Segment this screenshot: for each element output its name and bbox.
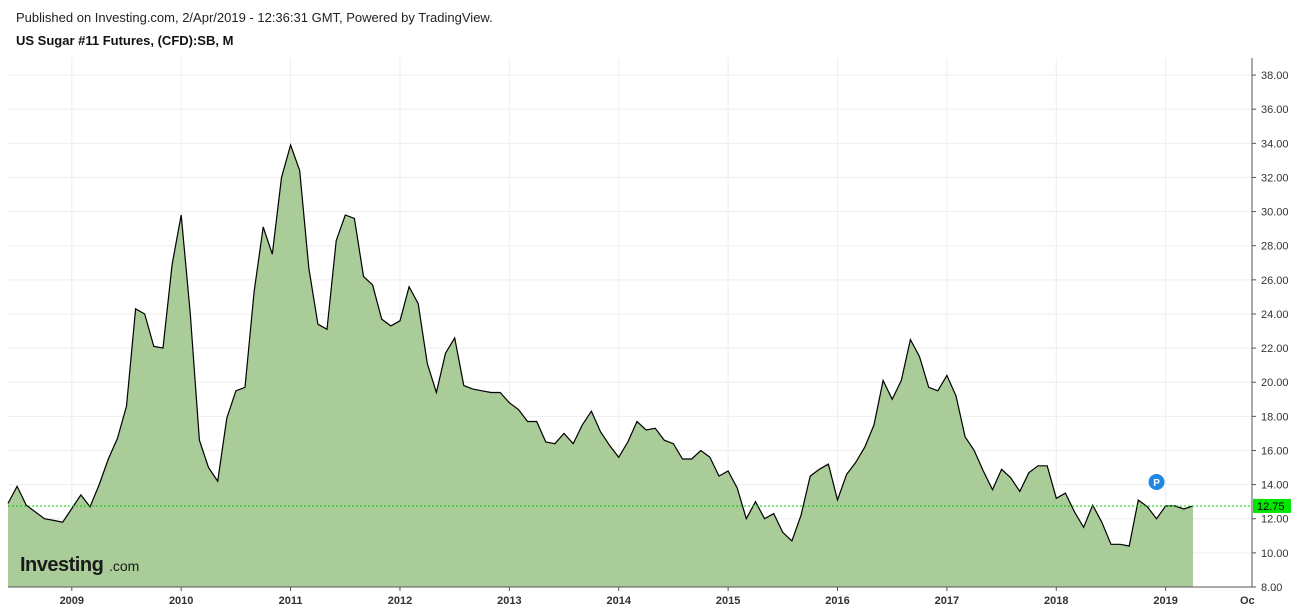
y-tick-label: 10.00 <box>1261 548 1289 560</box>
y-tick-label: 20.00 <box>1261 377 1289 389</box>
x-tick-label: 2010 <box>169 595 193 607</box>
last-price-label: 12.75 <box>1257 501 1285 513</box>
x-tick-label: 2015 <box>716 595 740 607</box>
x-tick-label: 2009 <box>60 595 84 607</box>
x-tick-label: 2011 <box>279 595 303 607</box>
y-tick-label: 32.00 <box>1261 172 1289 184</box>
x-tick-label: 2017 <box>935 595 959 607</box>
y-tick-label: 16.00 <box>1261 445 1289 457</box>
x-tick-label: 2016 <box>825 595 849 607</box>
y-axis[interactable]: 8.00 10.00 12.00 14.00 16.00 18.00 20.00 22.00 2… <box>1251 58 1289 594</box>
y-tick-label: 12.00 <box>1261 514 1289 526</box>
y-tick-label: 14.00 <box>1261 480 1289 492</box>
y-tick-label: 8.00 <box>1261 582 1282 594</box>
published-info: Published on Investing.com, 2/Apr/2019 -… <box>16 10 493 25</box>
y-tick-label: 34.00 <box>1261 138 1289 150</box>
y-tick-label: 26.00 <box>1261 275 1289 287</box>
y-tick-label: 30.00 <box>1261 207 1289 219</box>
x-tick-label: 2012 <box>388 595 412 607</box>
y-tick-label: 28.00 <box>1261 241 1289 253</box>
y-tick-label: 24.00 <box>1261 309 1289 321</box>
x-tick-label: Oc <box>1240 595 1255 607</box>
x-tick-label: 2014 <box>606 595 631 607</box>
investing-logo: Investing .com <box>20 554 139 576</box>
last-price-badge <box>1253 498 1291 513</box>
x-tick-label: 2018 <box>1044 595 1068 607</box>
p-marker[interactable]: P <box>1148 474 1165 490</box>
symbol-title: US Sugar #11 Futures, (CFD):SB, M <box>16 33 234 48</box>
logo-main-text: Investing <box>20 554 103 576</box>
logo-suffix-text: .com <box>109 558 139 574</box>
y-tick-label: 36.00 <box>1261 104 1289 116</box>
x-axis[interactable]: 2009 2010 2011 2012 2013 2014 2015 2016 2017 2018… <box>8 586 1276 607</box>
price-line <box>7 143 1194 547</box>
y-tick-label: 38.00 <box>1261 70 1289 82</box>
x-tick-label: 2013 <box>497 595 521 607</box>
y-tick-label: 22.00 <box>1261 343 1289 355</box>
p-marker-label: P <box>1153 478 1160 489</box>
x-tick-label: 2019 <box>1153 595 1177 607</box>
price-area <box>8 145 1193 587</box>
y-tick-label: 18.00 <box>1261 411 1289 423</box>
